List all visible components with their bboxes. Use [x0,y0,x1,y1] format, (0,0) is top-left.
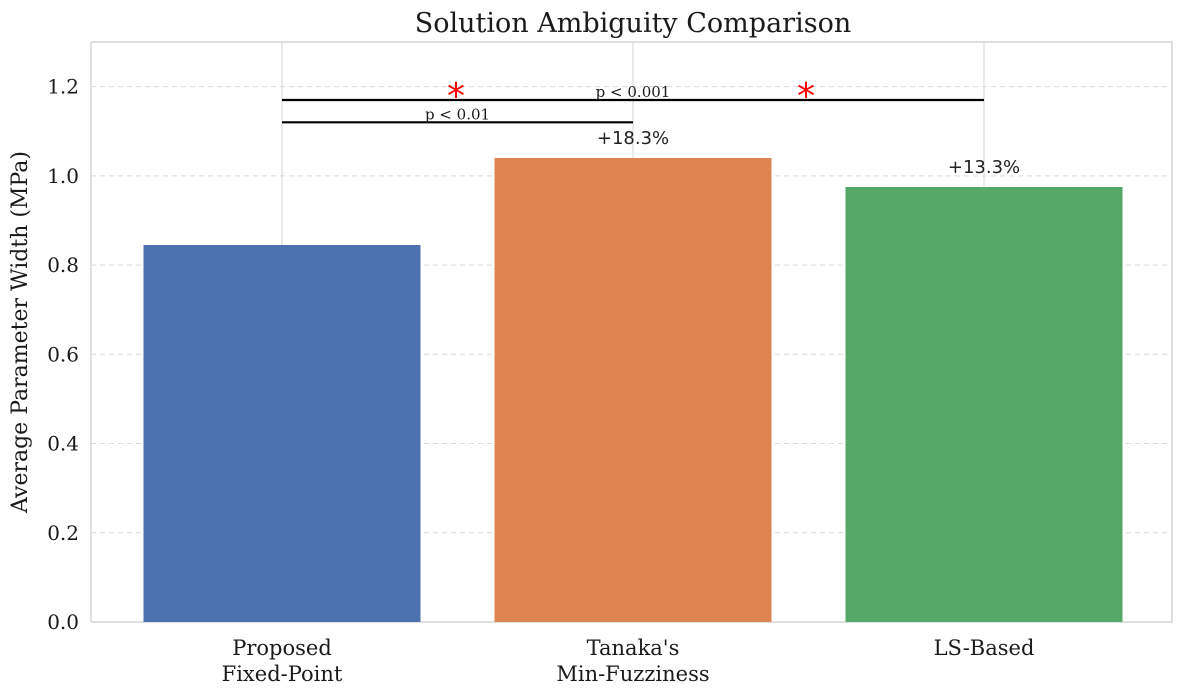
significance-star: * [447,76,465,117]
y-tick-label: 1.2 [47,75,79,99]
y-tick-label: 0.2 [47,521,79,545]
x-tick-label: LS-Based [934,636,1035,660]
plot-area: 0.0 0.2 0.4 0.6 0.8 1.0 1.2 +18.3% +13.3% Propose… [47,41,1173,686]
y-tick-label: 0.4 [47,432,79,456]
chart-title: Solution Ambiguity Comparison [415,8,851,39]
y-tick-label: 0.8 [47,253,79,277]
y-axis-label: Average Parameter Width (MPa) [8,151,33,514]
p-value-label: p < 0.001 [596,83,671,101]
bar [845,187,1123,622]
bar [143,245,421,622]
y-tick-label: 1.0 [47,164,79,188]
data-label: +18.3% [597,128,669,149]
significance-star: * [797,76,815,117]
y-tick-label: 0.6 [47,342,79,366]
p-value-label: p < 0.01 [425,105,490,123]
x-tick-label: Proposed Fixed-Point [222,636,343,686]
data-label: +13.3% [948,157,1020,178]
y-tick-label: 0.0 [47,610,79,634]
x-tick-label: Tanaka's Min-Fuzziness [556,636,709,686]
bar [494,158,772,622]
